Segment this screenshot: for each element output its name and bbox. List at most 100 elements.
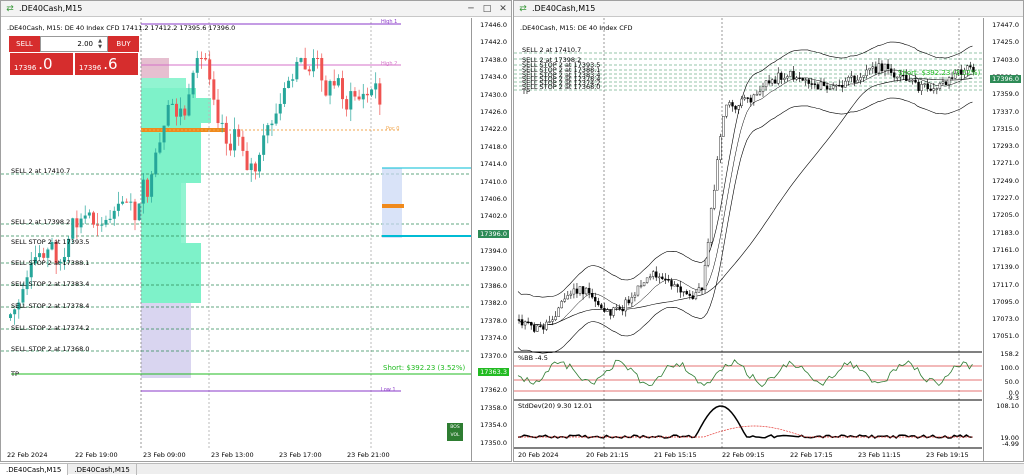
- moving-average: [517, 78, 973, 326]
- maximize-icon[interactable]: □: [482, 3, 492, 14]
- time-tick: 23 Feb 17:00: [279, 451, 322, 459]
- time-tick: 23 Feb 11:15: [858, 451, 901, 459]
- candle-body: [780, 72, 783, 80]
- candle-body: [734, 105, 737, 110]
- left-chart-svg[interactable]: [1, 18, 511, 461]
- lot-input[interactable]: 2.00 ▲ ▼: [40, 36, 108, 52]
- order-label[interactable]: SELL STOP 2 at 17378.4: [11, 302, 90, 310]
- price-tick: 17350.0: [480, 438, 507, 447]
- candle-body: [195, 58, 199, 73]
- tp-label[interactable]: TP: [522, 88, 530, 96]
- time-tick: 21 Feb 15:15: [654, 451, 697, 459]
- candle-body: [33, 257, 37, 264]
- candle-body: [545, 321, 548, 330]
- candle-body: [624, 299, 627, 312]
- candle-body: [633, 294, 637, 298]
- trade-box: [382, 168, 402, 238]
- candle-body: [960, 69, 963, 75]
- order-label[interactable]: SELL STOP 2 at 17383.4: [11, 280, 90, 288]
- candle-body: [129, 201, 133, 203]
- left-window-title: .DE40Cash,M15: [19, 4, 83, 13]
- tab-chart-2[interactable]: .DE40Cash,M15: [68, 464, 137, 475]
- candle-body: [682, 291, 685, 293]
- left-price-axis[interactable]: 17446.0 17442.0 17438.0 17434.0 17430.0 17426…: [471, 18, 511, 461]
- candle-body: [923, 83, 926, 85]
- right-chart-area[interactable]: .DE40Cash, M15: DE 40 Index CFD SELL 2 a…: [514, 18, 1023, 461]
- candle-body: [353, 91, 357, 97]
- candle-body: [969, 65, 972, 68]
- candle-body: [871, 66, 874, 69]
- candle-body: [886, 63, 890, 70]
- tab-chart-1[interactable]: .DE40Cash,M15: [0, 464, 69, 475]
- candle-body: [357, 96, 361, 100]
- order-label[interactable]: SELL 2 at 17410.7: [522, 46, 582, 54]
- candle-body: [877, 63, 881, 74]
- candle-body: [972, 66, 975, 72]
- minimize-icon[interactable]: ─: [468, 3, 474, 14]
- candle-body: [237, 129, 241, 137]
- order-label[interactable]: SELL STOP 2 at 17393.5: [11, 238, 90, 246]
- order-label[interactable]: SELL STOP 2 at 17378.4: [522, 75, 601, 83]
- buy-price-box[interactable]: 17396.6: [74, 52, 139, 76]
- left-chart-area[interactable]: .DE40Cash, M15: DE 40 Index CFD 17411.2 …: [1, 18, 511, 461]
- order-label[interactable]: SELL STOP 2 at 17388.1: [522, 66, 601, 74]
- candle-body: [953, 72, 957, 79]
- lot-spinner-icon[interactable]: ▲ ▼: [98, 38, 102, 50]
- candle-body: [774, 79, 777, 84]
- close-icon[interactable]: ✕: [499, 3, 507, 14]
- candle-body: [728, 102, 731, 106]
- candle-body: [929, 88, 932, 91]
- left-titlebar[interactable]: ⇄ .DE40Cash,M15 ─ □ ✕: [1, 1, 511, 17]
- candle-body: [224, 122, 228, 144]
- candle-body: [789, 70, 792, 77]
- buy-button[interactable]: BUY: [108, 36, 139, 52]
- order-label[interactable]: SELL STOP 2 at 17374.2: [11, 324, 90, 332]
- candle-body: [597, 301, 600, 306]
- candle-body: [892, 72, 896, 78]
- order-label[interactable]: SELL 2 at 17398.2: [11, 218, 71, 226]
- sell-price-box[interactable]: 17396.0: [9, 52, 74, 76]
- candle-body: [204, 58, 208, 60]
- candle-body: [944, 81, 948, 85]
- candle-body: [170, 103, 174, 105]
- candle-body: [270, 123, 274, 126]
- candle-body: [883, 63, 887, 72]
- candle-body: [743, 97, 746, 100]
- candle-body: [801, 78, 804, 81]
- left-chart-window[interactable]: ⇄ .DE40Cash,M15 ─ □ ✕: [0, 0, 512, 462]
- candle-body: [17, 302, 21, 310]
- candle-body: [804, 79, 807, 81]
- tp-label[interactable]: TP: [11, 370, 19, 378]
- candle-body: [216, 99, 220, 124]
- order-label[interactable]: SELL 2 at 17398.2: [522, 56, 582, 64]
- order-label[interactable]: SELL 2 at 17410.7: [11, 167, 71, 175]
- right-titlebar[interactable]: ⇄ .DE40Cash,M15: [514, 1, 1023, 17]
- bollinger-lower: [517, 97, 973, 354]
- order-label[interactable]: SELL STOP 2 at 17368.0: [11, 345, 90, 353]
- candle-body: [536, 325, 539, 332]
- order-label[interactable]: SELL STOP 2 at 17368.0: [522, 83, 601, 91]
- candle-body: [307, 69, 311, 72]
- candle-body: [162, 125, 166, 143]
- order-label[interactable]: SELL STOP 2 at 17388.1: [11, 259, 90, 267]
- candle-body: [587, 287, 591, 294]
- candle-body: [658, 276, 661, 279]
- candle-body: [874, 66, 878, 74]
- candle-body: [311, 58, 315, 72]
- candle-body: [578, 286, 582, 294]
- candle-body: [731, 102, 734, 107]
- candle-body: [847, 77, 850, 82]
- right-price-axis[interactable]: 17447.017425.017403.017381.017359.017337…: [983, 18, 1023, 461]
- candle-body: [374, 83, 378, 90]
- order-label[interactable]: SELL STOP 2 at 17393.5: [522, 61, 601, 69]
- candle-body: [911, 79, 914, 82]
- candle-body: [554, 316, 557, 321]
- order-label[interactable]: SELL STOP 2 at 17374.2: [522, 79, 601, 87]
- price-tick: 17394.0: [480, 247, 507, 256]
- candle-body: [603, 308, 606, 312]
- order-label[interactable]: SELL STOP 2 at 17383.4: [522, 71, 601, 79]
- right-chart-window[interactable]: ⇄ .DE40Cash,M15 .DE40Cash, M15: DE 40 In…: [513, 0, 1024, 462]
- right-chart-svg[interactable]: [514, 18, 1023, 461]
- sell-button[interactable]: SELL: [9, 36, 40, 52]
- bb-label: %BB -4.5: [518, 354, 548, 362]
